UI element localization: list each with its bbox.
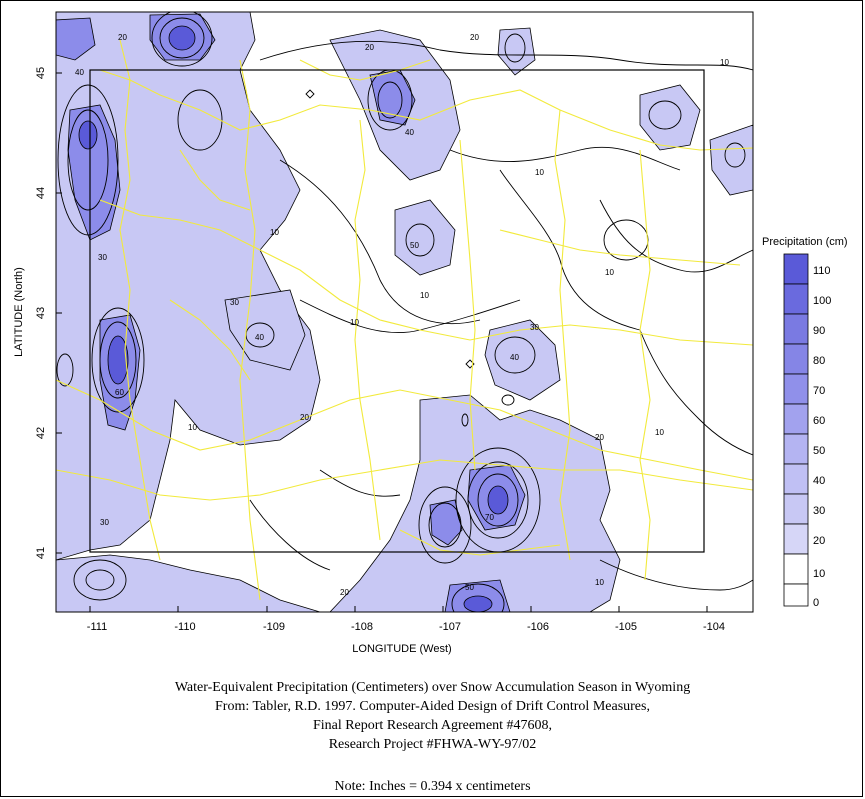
contour-label: 20 <box>365 43 374 52</box>
caption-title: Water-Equivalent Precipitation (Centimet… <box>174 680 691 695</box>
caption-source: From: Tabler, R.D. 1997. Computer-Aided … <box>215 699 650 714</box>
precip-fill-peak <box>78 25 509 612</box>
legend-level-label: 40 <box>813 475 825 487</box>
legend-swatch <box>783 403 809 435</box>
contour-label: 40 <box>405 128 414 137</box>
legend-level-label: 80 <box>813 355 825 367</box>
contour-label: 10 <box>270 228 279 237</box>
legend-swatch <box>783 433 809 465</box>
contour-label: 20 <box>470 33 479 42</box>
contour-label: 20 <box>595 433 604 442</box>
contour-label: 40 <box>75 68 84 77</box>
caption-note: Note: Inches = 0.394 x centimeters <box>334 779 531 794</box>
contour-label: 10 <box>350 318 359 327</box>
y-tick-label: 42 <box>35 427 47 439</box>
contour-label: 50 <box>410 241 419 250</box>
legend: Precipitation (cm) 110 100 90 80 70 60 5… <box>762 236 848 609</box>
contour-label: 30 <box>230 298 239 307</box>
caption-project: Research Project #FHWA-WY-97/02 <box>328 737 537 752</box>
contour-label: 60 <box>115 388 124 397</box>
contour-label: 10 <box>535 168 544 177</box>
contour-label: 10 <box>420 291 429 300</box>
x-axis <box>89 606 708 612</box>
legend-swatch <box>783 553 809 585</box>
contour-lines <box>56 12 753 612</box>
x-tick-label: -107 <box>439 621 461 633</box>
contour-label: 20 <box>300 413 309 422</box>
legend-level-label: 50 <box>813 445 825 457</box>
legend-level-label: 70 <box>813 385 825 397</box>
x-axis-title: LONGITUDE (West) <box>352 643 451 655</box>
x-tick-label: -104 <box>703 621 725 633</box>
contour-label: 70 <box>485 513 494 522</box>
caption-agreement: Final Report Research Agreement #47608, <box>312 718 553 733</box>
plot-border <box>55 11 754 613</box>
legend-swatch <box>783 283 809 315</box>
x-tick-label: -108 <box>351 621 373 633</box>
contour-label: 10 <box>595 578 604 587</box>
contour-label: 10 <box>605 268 614 277</box>
legend-swatch <box>783 463 809 495</box>
x-tick-labels: -111 -110 -109 -108 -107 -106 -105 -104 <box>87 621 725 633</box>
legend-swatch <box>783 493 809 525</box>
legend-labels: 110 100 90 80 70 60 50 40 30 20 10 0 <box>813 265 831 609</box>
state-boundary <box>89 69 705 553</box>
legend-level-label: 20 <box>813 535 825 547</box>
x-tick-label: -106 <box>527 621 549 633</box>
y-tick-label: 44 <box>35 187 47 199</box>
contour-label: 10 <box>655 428 664 437</box>
y-axis <box>56 72 62 554</box>
contour-label: 20 <box>118 33 127 42</box>
contour-label: 20 <box>340 588 349 597</box>
contour-label: 40 <box>510 353 519 362</box>
contour-label: 10 <box>188 423 197 432</box>
legend-level-label: 90 <box>813 325 825 337</box>
legend-swatch <box>783 343 809 375</box>
contour-label: 40 <box>255 333 264 342</box>
y-tick-label: 41 <box>35 547 47 559</box>
legend-level-label: 60 <box>813 415 825 427</box>
legend-level-label: 100 <box>813 295 831 307</box>
legend-swatch <box>783 373 809 405</box>
contour-label: 30 <box>530 323 539 332</box>
contour-label: 50 <box>465 583 474 592</box>
legend-swatch <box>783 253 809 285</box>
x-tick-label: -110 <box>174 621 195 633</box>
y-tick-labels: 45 44 43 42 41 <box>35 67 47 559</box>
legend-swatch <box>783 583 809 607</box>
legend-swatch <box>783 523 809 555</box>
road-network <box>56 39 753 601</box>
legend-level-label: 30 <box>813 505 825 517</box>
contour-label: 30 <box>98 253 107 262</box>
legend-swatches <box>783 253 809 607</box>
y-tick-label: 45 <box>35 67 47 79</box>
legend-title: Precipitation (cm) <box>762 236 848 248</box>
x-tick-label: -105 <box>615 621 637 633</box>
legend-level-label: 110 <box>813 265 831 277</box>
x-tick-label: -109 <box>263 621 285 633</box>
contour-label: 30 <box>100 518 109 527</box>
legend-level-label: 10 <box>813 568 825 580</box>
y-axis-title: LATITUDE (North) <box>13 267 25 357</box>
legend-swatch <box>783 313 809 345</box>
contour-label-group: 20 20 40 50 10 10 10 10 40 30 40 30 20 1… <box>75 33 729 597</box>
legend-level-label: 0 <box>813 597 819 609</box>
y-tick-label: 43 <box>35 307 47 319</box>
contour-label: 10 <box>720 58 729 67</box>
x-tick-label: -111 <box>87 621 107 633</box>
map-plot-area: 20 20 40 50 10 10 10 10 40 30 40 30 20 1… <box>56 12 753 612</box>
